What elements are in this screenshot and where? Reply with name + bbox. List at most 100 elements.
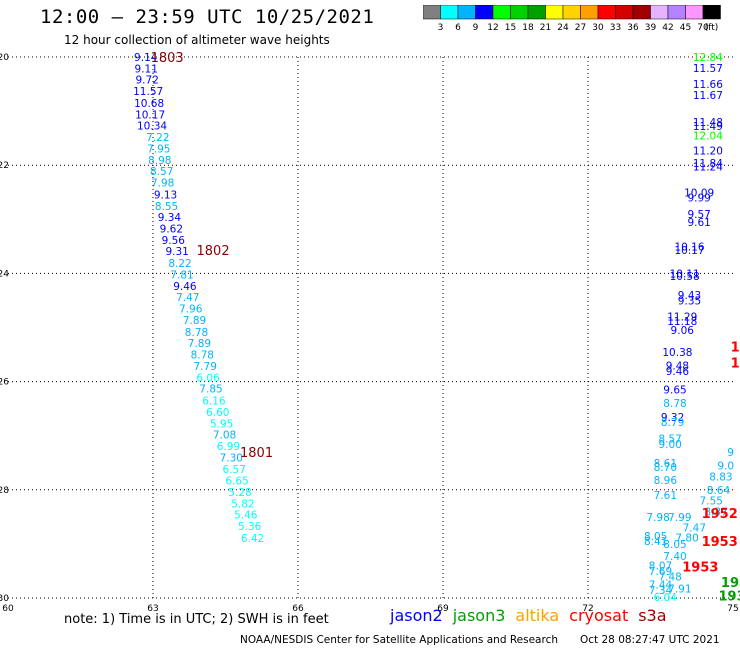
wave-height-point: 11.29 bbox=[667, 312, 697, 324]
colorbar-label: 33 bbox=[610, 23, 621, 33]
x-tick-label: 66 bbox=[292, 604, 304, 614]
wave-height-point: 7.98 bbox=[646, 512, 669, 524]
wave-height-point: 7.98 bbox=[151, 178, 174, 190]
wave-height-point: 7.79 bbox=[194, 361, 217, 373]
wave-height-point: 6.65 bbox=[225, 476, 248, 488]
wave-height-point: 8.70 bbox=[654, 462, 677, 474]
y-tick-label: -22 bbox=[0, 161, 9, 171]
wave-height-point: 7.55 bbox=[700, 496, 723, 508]
legend-entry-jason2: jason2 bbox=[390, 606, 443, 625]
wave-height-point: 5.46 bbox=[234, 510, 258, 522]
wave-height-point: 9.48 bbox=[666, 360, 689, 372]
legend-entry-cryosat: cryosat bbox=[569, 606, 629, 625]
colorbar-label: 3 bbox=[438, 23, 444, 33]
edge-track-label: 195 bbox=[731, 357, 740, 372]
wave-height-point: 8.79 bbox=[661, 417, 684, 429]
wave-height-point: 9.62 bbox=[160, 223, 183, 235]
wave-height-point: 7.91 bbox=[668, 583, 691, 595]
wave-height-point: 7.47 bbox=[176, 292, 199, 304]
wave-height-point: 9.46 bbox=[173, 281, 197, 293]
wave-height-point: 9.31 bbox=[165, 246, 188, 258]
wave-height-point: 10.68 bbox=[134, 98, 164, 110]
wave-height-point: 6.04 bbox=[654, 592, 678, 604]
wave-height-point: 8.98 bbox=[148, 155, 171, 167]
legend-entry-s3a: s3a bbox=[638, 606, 667, 625]
wave-height-point: 8.05 bbox=[644, 531, 667, 543]
colorbar-unit: (ft) bbox=[705, 23, 719, 33]
wave-height-point: 7.22 bbox=[146, 132, 169, 144]
track-label: 1803 bbox=[151, 51, 184, 66]
wave-height-point: 9.65 bbox=[663, 385, 686, 397]
wave-height-point: 8.96 bbox=[654, 475, 678, 487]
wave-height-point: 8.41 bbox=[644, 536, 667, 548]
wave-height-point: 12.04 bbox=[693, 130, 723, 142]
chart-subtitle: 12 hour collection of altimeter wave hei… bbox=[64, 33, 330, 47]
colorbar-label: 36 bbox=[627, 23, 639, 33]
wave-height-point: 9.56 bbox=[162, 235, 186, 247]
x-tick-label: 69 bbox=[437, 604, 449, 614]
wave-height-point: 10.58 bbox=[670, 271, 700, 283]
wave-height-point: 11.57 bbox=[133, 86, 163, 98]
wave-height-point: 11.66 bbox=[693, 79, 723, 91]
wave-height-point: 7.40 bbox=[663, 551, 686, 563]
wave-height-point: 7.81 bbox=[170, 269, 193, 281]
wave-height-point: 7.99 bbox=[668, 512, 691, 524]
colorbar-label: 42 bbox=[662, 23, 673, 33]
colorbar-label: 27 bbox=[575, 23, 586, 33]
y-tick-label: -30 bbox=[0, 594, 9, 604]
colorbar-label: 6 bbox=[455, 23, 461, 33]
wave-height-point: 9.43 bbox=[678, 290, 701, 302]
colorbar-label: 39 bbox=[645, 23, 657, 33]
edge-track-label: 1933 bbox=[719, 589, 740, 604]
colorbar-label: 9 bbox=[473, 23, 479, 33]
legend-entry-jason3: jason3 bbox=[452, 606, 506, 625]
x-tick-label: 72 bbox=[582, 604, 593, 614]
wave-height-point: 9 bbox=[727, 447, 734, 459]
y-tick-label: -20 bbox=[0, 53, 9, 63]
colorbar-label: 15 bbox=[505, 23, 516, 33]
wave-height-point: 11.24 bbox=[693, 161, 723, 173]
wave-height-point: 9.06 bbox=[671, 325, 695, 337]
track-label: 1802 bbox=[197, 244, 230, 259]
wave-height-point: 8.55 bbox=[155, 201, 178, 213]
colorbar-label: 12 bbox=[487, 23, 498, 33]
wave-height-point: 8.78 bbox=[663, 398, 686, 410]
wave-height-point: 7.47 bbox=[683, 523, 706, 535]
satellite-legend: jason2 jason3 altika cryosat s3a bbox=[390, 606, 677, 625]
generated-timestamp: Oct 28 08:27:47 UTC 2021 bbox=[580, 634, 720, 646]
credit-line: NOAA/NESDIS Center for Satellite Applica… bbox=[240, 634, 558, 646]
x-tick-label: 63 bbox=[147, 604, 158, 614]
track-label: 1801 bbox=[240, 446, 273, 461]
wave-height-point: 9.14 bbox=[134, 52, 158, 64]
wave-height-point: 8.22 bbox=[168, 258, 191, 270]
wave-height-point: 9.35 bbox=[678, 295, 701, 307]
wave-height-point: 6.57 bbox=[223, 464, 246, 476]
wave-height-point: 6.60 bbox=[206, 407, 229, 419]
wave-height-point: 7.48 bbox=[658, 571, 681, 583]
wave-height-point: 7.89 bbox=[188, 338, 211, 350]
wave-height-point: 7.30 bbox=[220, 452, 243, 464]
wave-height-point: 7.95 bbox=[147, 143, 170, 155]
color-scale-legend: 3 6 9 12 15 18 21 24 27 30 33 36 39 42 45 70(ft) bbox=[423, 5, 721, 33]
wave-height-point: 7.08 bbox=[213, 430, 236, 442]
wave-height-point: 5.36 bbox=[238, 521, 262, 533]
wave-height-point: 8.57 bbox=[658, 433, 681, 445]
wave-height-point: 7.89 bbox=[183, 315, 206, 327]
wave-height-point: 7.44 bbox=[649, 579, 673, 591]
footnote: note: 1) Time is in UTC; 2) SWH is in fe… bbox=[64, 612, 329, 627]
wave-height-point: 8.05 bbox=[663, 539, 686, 551]
y-tick-label: -28 bbox=[0, 486, 9, 496]
wave-height-point: 8.61 bbox=[654, 458, 677, 470]
wave-height-point: 9.61 bbox=[687, 217, 710, 229]
wave-height-point: 6.06 bbox=[196, 372, 220, 384]
x-tick-label: 60 bbox=[2, 604, 14, 614]
wave-height-point: 10.11 bbox=[670, 268, 700, 280]
wave-height-point: 9.34 bbox=[158, 212, 182, 224]
wave-height-point: 10.17 bbox=[674, 245, 704, 257]
wave-height-point: 6.16 bbox=[202, 396, 226, 408]
wave-height-point: 7.61 bbox=[654, 490, 677, 502]
wave-height-point: 11.49 bbox=[693, 121, 723, 133]
wave-height-point: 9.0 bbox=[717, 460, 734, 472]
colorbar-label: 30 bbox=[592, 23, 604, 33]
wave-height-point: 11.18 bbox=[667, 316, 697, 328]
